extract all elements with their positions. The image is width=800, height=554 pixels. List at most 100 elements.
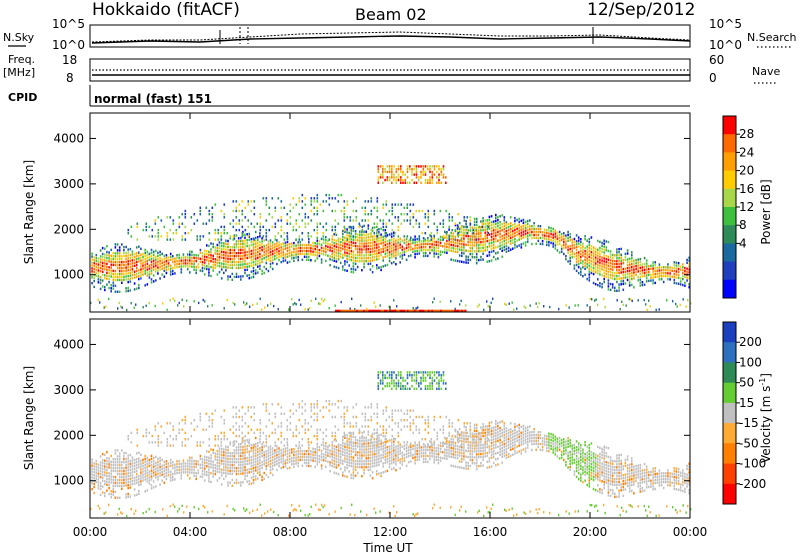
power-cell [505, 221, 508, 224]
velocity-cell [363, 454, 365, 457]
power-cell [416, 240, 418, 244]
power-cell [257, 271, 259, 274]
power-cell [429, 178, 431, 182]
power-cell [611, 277, 614, 280]
velocity-cell [469, 447, 472, 450]
power-cell [440, 309, 442, 313]
power-cell [136, 222, 139, 225]
power-cell [108, 277, 110, 281]
velocity-cell [140, 465, 142, 468]
power-cell [297, 256, 299, 259]
velocity-cell [410, 454, 412, 457]
velocity-cell [393, 440, 395, 443]
velocity-cell [333, 459, 336, 463]
power-cell [286, 252, 289, 255]
power-cell [229, 248, 231, 252]
velocity-cell [142, 464, 144, 467]
velocity-cell [244, 454, 246, 457]
power-cell [252, 264, 255, 267]
power-cell [265, 232, 268, 235]
power-cell [618, 248, 620, 251]
velocity-cell [165, 463, 168, 466]
power-cell [450, 249, 452, 252]
power-cell [607, 255, 610, 259]
power-cell [628, 272, 631, 275]
power-cell [220, 256, 223, 259]
power-cell [633, 286, 635, 289]
power-cell [433, 222, 436, 225]
power-cell [304, 216, 307, 219]
power-cell [212, 245, 214, 249]
velocity-cell [382, 456, 384, 459]
power-cell [412, 309, 414, 313]
power-cell [466, 216, 469, 219]
power-cell [454, 222, 457, 225]
power-cell [189, 253, 191, 256]
power-cell [688, 256, 690, 259]
power-cell [186, 268, 189, 271]
power-cell [480, 229, 482, 232]
power-cell [393, 299, 395, 302]
power-cell [486, 236, 489, 240]
velocity-cell [244, 469, 246, 472]
velocity-cell [212, 466, 214, 469]
velocity-cell [397, 459, 399, 462]
velocity-cell [465, 467, 467, 470]
power-cell [507, 249, 510, 252]
power-cell [377, 170, 380, 174]
power-cell [174, 299, 176, 302]
power-cell [380, 236, 382, 239]
velocity-cell [269, 460, 272, 463]
power-cell [322, 225, 325, 229]
velocity-cell [91, 467, 93, 470]
velocity-cell [337, 446, 340, 449]
velocity-cell [214, 470, 217, 473]
power-cell [458, 248, 461, 251]
velocity-cell [189, 465, 191, 468]
power-cell [223, 248, 225, 251]
power-cell [135, 266, 138, 270]
velocity-cell [242, 451, 244, 454]
velocity-cell [363, 460, 365, 463]
power-cell [201, 263, 204, 267]
power-cell [166, 232, 169, 235]
power-cell [293, 241, 295, 245]
velocity-cell [412, 447, 414, 451]
colorbar-swatch [723, 188, 736, 208]
velocity-cell [242, 460, 244, 463]
power-cell [592, 249, 595, 252]
power-cell [331, 228, 334, 232]
power-cell [586, 248, 588, 251]
power-cell [240, 248, 242, 252]
power-cell [633, 274, 635, 277]
velocity-cell [454, 441, 457, 445]
power-cell [265, 259, 268, 262]
power-cell [563, 243, 565, 247]
power-cell [503, 236, 506, 240]
power-cell [391, 176, 393, 179]
power-cell [146, 265, 149, 268]
velocity-cell [325, 445, 327, 448]
velocity-cell [333, 456, 336, 460]
velocity-cell [208, 474, 210, 477]
power-cell [333, 265, 336, 268]
power-cell [259, 249, 261, 253]
power-cell [161, 261, 163, 264]
velocity-cell [350, 453, 353, 456]
power-cell [473, 232, 476, 235]
power-cell [433, 252, 435, 255]
power-cell [424, 232, 427, 235]
colorbar-swatch [723, 207, 736, 226]
power-cell [329, 264, 331, 267]
power-cell [346, 269, 348, 272]
power-cell [186, 259, 189, 262]
velocity-cell [350, 464, 353, 468]
power-cell [467, 235, 469, 238]
power-cell [682, 266, 684, 269]
power-cell [361, 230, 363, 233]
power-cell [509, 222, 512, 225]
power-cell [217, 238, 220, 241]
power-cell [337, 258, 340, 261]
power-cell [503, 216, 506, 219]
velocity-cell [155, 476, 157, 479]
